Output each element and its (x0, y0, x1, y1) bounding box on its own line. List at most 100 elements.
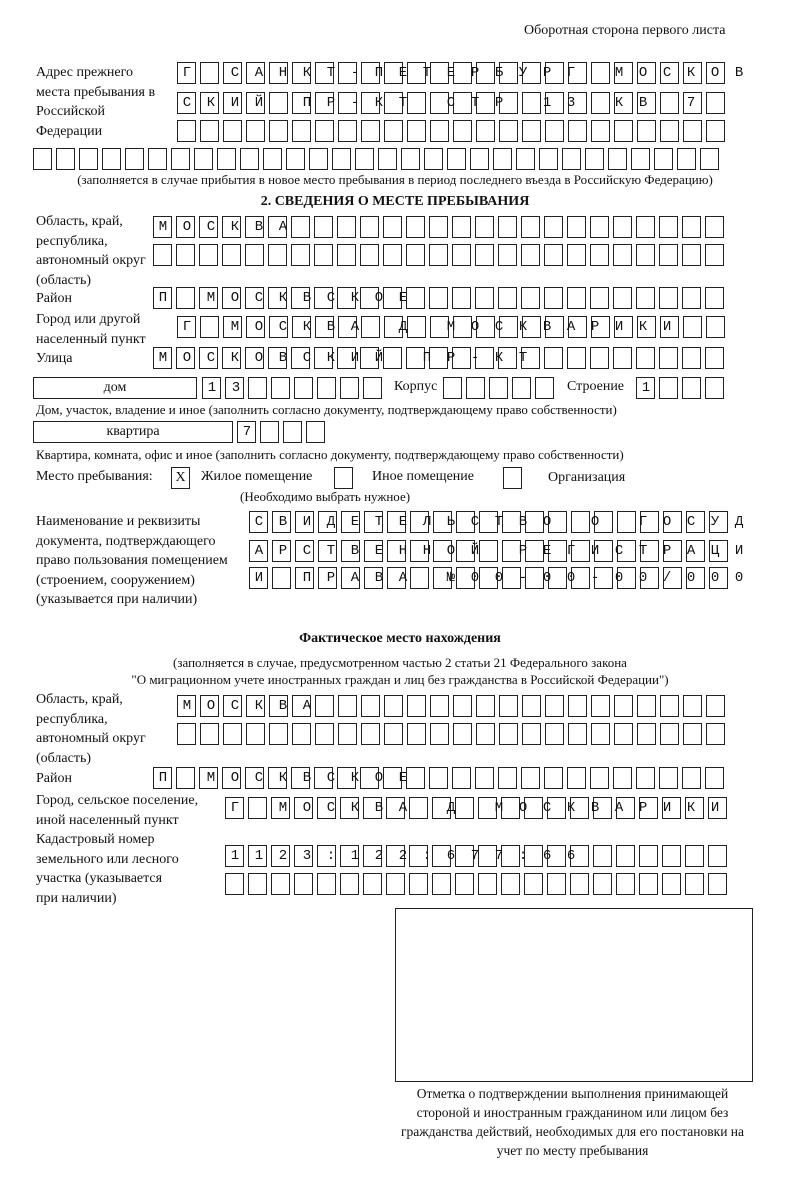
char-cell[interactable] (406, 767, 425, 789)
char-cell[interactable] (363, 377, 382, 399)
char-cell[interactable] (286, 148, 305, 170)
char-cell[interactable] (177, 92, 196, 114)
char-cell[interactable] (364, 567, 383, 589)
char-cell[interactable] (522, 120, 541, 142)
char-cell[interactable] (591, 695, 610, 717)
char-cell[interactable] (479, 567, 498, 589)
char-cell[interactable] (79, 148, 98, 170)
char-cell[interactable] (271, 845, 290, 867)
char-cell[interactable] (475, 347, 494, 369)
char-cell[interactable] (222, 244, 241, 266)
char-cell[interactable] (177, 62, 196, 84)
char-cell[interactable] (614, 62, 633, 84)
char-cell[interactable] (292, 316, 311, 338)
char-cell[interactable] (709, 567, 728, 589)
char-cell[interactable] (246, 62, 265, 84)
char-cell[interactable] (430, 695, 449, 717)
char-cell[interactable] (406, 216, 425, 238)
char-cell[interactable] (614, 92, 633, 114)
char-cell[interactable] (361, 92, 380, 114)
char-cell[interactable] (639, 845, 658, 867)
char-cell[interactable] (659, 287, 678, 309)
char-cell[interactable] (33, 148, 52, 170)
char-cell[interactable] (341, 567, 360, 589)
char-cell[interactable] (292, 723, 311, 745)
char-cell[interactable] (545, 723, 564, 745)
char-cell[interactable] (614, 316, 633, 338)
char-cell[interactable] (539, 148, 558, 170)
char-cell[interactable] (177, 723, 196, 745)
char-cell[interactable] (455, 873, 474, 895)
char-cell[interactable] (659, 347, 678, 369)
char-cell[interactable] (453, 120, 472, 142)
char-cell[interactable] (200, 92, 219, 114)
char-cell[interactable] (631, 148, 650, 170)
char-cell[interactable] (617, 540, 636, 562)
char-cell[interactable] (410, 511, 429, 533)
char-cell[interactable] (570, 797, 589, 819)
char-cell[interactable] (685, 873, 704, 895)
char-cell[interactable] (614, 695, 633, 717)
char-cell[interactable] (613, 216, 632, 238)
char-cell[interactable] (452, 216, 471, 238)
char-cell[interactable] (499, 723, 518, 745)
char-cell[interactable] (455, 797, 474, 819)
char-cell[interactable] (269, 62, 288, 84)
char-cell[interactable] (470, 148, 489, 170)
char-cell[interactable] (338, 695, 357, 717)
char-cell[interactable] (429, 244, 448, 266)
char-cell[interactable] (455, 845, 474, 867)
char-cell[interactable] (594, 567, 613, 589)
char-cell[interactable] (499, 92, 518, 114)
char-cell[interactable] (177, 120, 196, 142)
char-cell[interactable] (315, 695, 334, 717)
char-cell[interactable] (363, 845, 382, 867)
char-cell[interactable] (429, 767, 448, 789)
char-cell[interactable] (682, 767, 701, 789)
char-cell[interactable] (410, 540, 429, 562)
char-cell[interactable] (199, 347, 218, 369)
char-cell[interactable] (272, 511, 291, 533)
char-cell[interactable] (636, 216, 655, 238)
char-cell[interactable] (246, 723, 265, 745)
char-cell[interactable] (271, 377, 290, 399)
char-cell[interactable] (709, 540, 728, 562)
char-cell[interactable] (295, 567, 314, 589)
char-cell[interactable] (291, 244, 310, 266)
char-cell[interactable] (283, 421, 302, 443)
char-cell[interactable] (337, 244, 356, 266)
char-cell[interactable] (568, 120, 587, 142)
char-cell[interactable] (268, 767, 287, 789)
char-cell[interactable] (706, 62, 725, 84)
char-cell[interactable] (314, 244, 333, 266)
char-cell[interactable] (383, 767, 402, 789)
char-cell[interactable] (475, 767, 494, 789)
char-cell[interactable] (654, 148, 673, 170)
char-cell[interactable] (593, 845, 612, 867)
char-cell[interactable] (360, 287, 379, 309)
char-cell[interactable] (430, 316, 449, 338)
char-cell[interactable] (222, 347, 241, 369)
char-cell[interactable] (637, 695, 656, 717)
char-cell[interactable] (662, 873, 681, 895)
char-cell[interactable] (245, 244, 264, 266)
char-cell[interactable] (475, 244, 494, 266)
char-cell[interactable] (315, 92, 334, 114)
char-cell[interactable] (544, 244, 563, 266)
char-cell[interactable] (524, 845, 543, 867)
char-cell[interactable] (660, 92, 679, 114)
char-cell[interactable] (571, 511, 590, 533)
char-cell[interactable] (225, 797, 244, 819)
korpus-cells[interactable] (443, 377, 554, 399)
char-cell[interactable] (217, 148, 236, 170)
char-cell[interactable] (502, 567, 521, 589)
char-cell[interactable] (522, 62, 541, 84)
char-cell[interactable] (291, 287, 310, 309)
char-cell[interactable] (613, 347, 632, 369)
char-cell[interactable] (700, 148, 719, 170)
char-cell[interactable] (378, 148, 397, 170)
char-cell[interactable] (332, 148, 351, 170)
char-cell[interactable] (452, 347, 471, 369)
char-cell[interactable] (617, 511, 636, 533)
char-cell[interactable] (102, 148, 121, 170)
